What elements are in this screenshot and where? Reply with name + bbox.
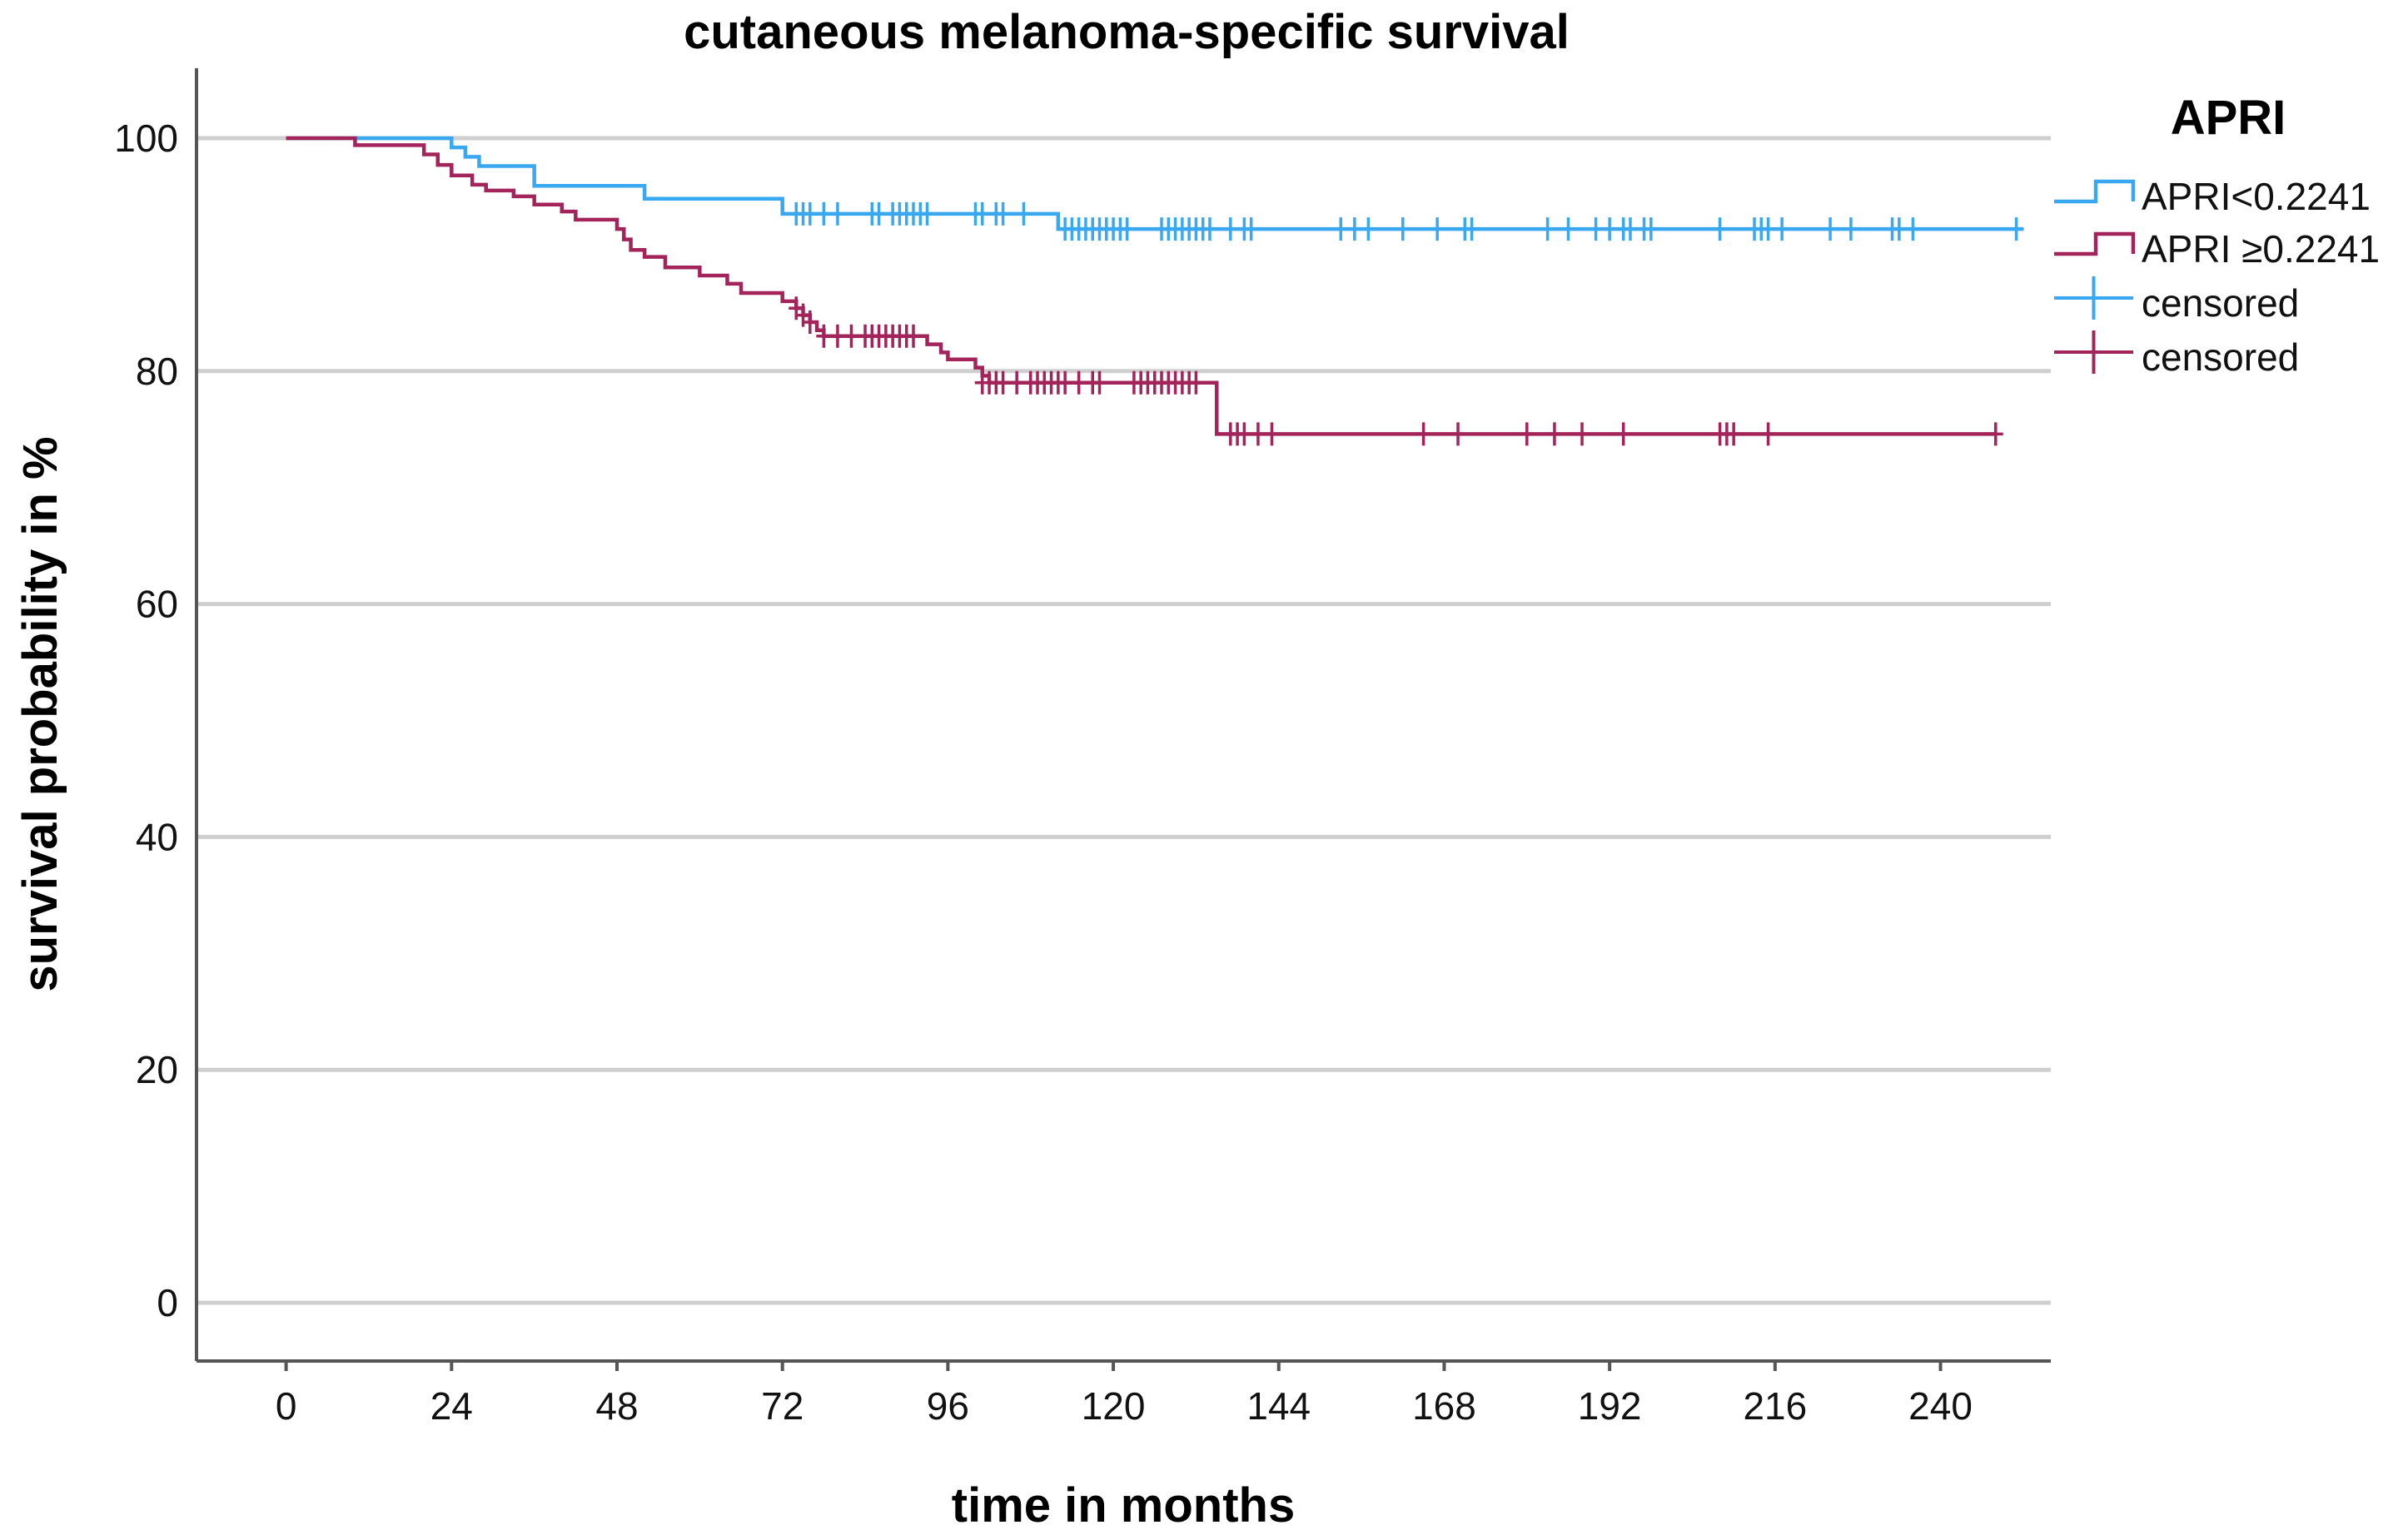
- censor-mark: [2008, 217, 2024, 241]
- series-line-2: [286, 136, 1996, 436]
- censor-mark: [1760, 422, 1776, 446]
- censor-mark: [1016, 201, 1032, 226]
- censor-mark: [1057, 370, 1073, 395]
- censor-mark: [1264, 422, 1280, 446]
- legend-title: APRI: [2171, 91, 2286, 145]
- censor-mark: [995, 201, 1011, 226]
- series-line-1: [286, 136, 2023, 231]
- censor-mark: [1615, 422, 1631, 446]
- legend-label: APRI ≥0.2241: [2142, 227, 2380, 271]
- censor-mark: [871, 201, 887, 226]
- censor-mark: [1464, 217, 1480, 241]
- x-tick-label: 240: [1908, 1384, 1973, 1428]
- censor-mark: [1361, 217, 1376, 241]
- censor-mark: [1546, 422, 1562, 446]
- axes: [195, 68, 2051, 1363]
- x-tick-label: 144: [1246, 1384, 1311, 1428]
- grid-lines: [197, 136, 2051, 1305]
- x-tick-label: 24: [430, 1384, 473, 1428]
- censor-mark: [1726, 422, 1742, 446]
- censor-mark: [1415, 422, 1431, 446]
- censor-mark: [1823, 217, 1838, 241]
- censor-mark: [1519, 422, 1535, 446]
- x-tick-label: 72: [761, 1384, 803, 1428]
- censor-mark: [1774, 217, 1790, 241]
- censor-mark: [1540, 217, 1555, 241]
- censor-mark: [802, 310, 818, 335]
- x-tick-label: 0: [276, 1384, 297, 1428]
- censor-mark: [843, 324, 859, 348]
- censor-mark: [1119, 217, 1135, 241]
- legend-label: censored: [2142, 281, 2299, 325]
- censor-mark: [1560, 217, 1576, 241]
- censor-mark: [995, 370, 1011, 395]
- censor-mark: [1891, 217, 1907, 241]
- x-tick-label: 96: [927, 1384, 969, 1428]
- legend-censor-swatch: [2054, 330, 2133, 374]
- y-tick-labels: 0 20 40 60 80 100: [114, 117, 178, 1324]
- x-tick-label: 120: [1082, 1384, 1146, 1428]
- censor-mark: [1988, 422, 2003, 446]
- censor-mark: [1071, 370, 1087, 395]
- x-tick-labels: 0 24 48 72 96 120 144 168 192 216 240: [276, 1361, 1973, 1428]
- censor-mark: [1575, 422, 1590, 446]
- censor-mark: [1712, 217, 1728, 241]
- censor-mark: [1602, 217, 1618, 241]
- legend-step-swatch: [2054, 231, 2136, 256]
- censor-mark: [1622, 217, 1638, 241]
- censor-mark: [919, 201, 935, 226]
- legend-step-swatch: [2054, 179, 2136, 204]
- y-tick-label: 60: [136, 583, 178, 626]
- censor-mark: [1333, 217, 1349, 241]
- censor-mark: [1250, 422, 1266, 446]
- censor-mark: [1905, 217, 1921, 241]
- x-tick-label: 192: [1578, 1384, 1642, 1428]
- x-tick-label: 216: [1743, 1384, 1807, 1428]
- censor-mark: [974, 201, 990, 226]
- censor-mark: [1430, 217, 1445, 241]
- censor-mark: [1202, 217, 1217, 241]
- legend-label: APRI<0.2241: [2142, 175, 2371, 218]
- y-tick-label: 0: [157, 1281, 178, 1324]
- censor-mark: [1092, 370, 1107, 395]
- censor-mark: [1588, 217, 1604, 241]
- censor-mark: [1222, 217, 1238, 241]
- y-tick-label: 80: [136, 350, 178, 393]
- chart-title: cutaneous melanoma-specific survival: [684, 5, 1570, 59]
- censor-mark: [1346, 217, 1362, 241]
- censor-mark: [1236, 422, 1252, 446]
- censor-mark: [1009, 370, 1025, 395]
- censor-mark: [1188, 370, 1204, 395]
- censor-mark: [816, 201, 832, 226]
- censor-mark: [1643, 217, 1659, 241]
- legend-label: censored: [2142, 335, 2299, 379]
- y-tick-label: 100: [114, 117, 178, 160]
- series-lines: [286, 136, 2023, 436]
- censor-mark: [816, 324, 832, 348]
- legend-censor-swatch: [2054, 276, 2133, 320]
- y-tick-label: 20: [136, 1048, 178, 1091]
- censor-mark: [906, 324, 921, 348]
- x-tick-label: 48: [595, 1384, 638, 1428]
- legend: APRI APRI<0.2241 APRI ≥0.2241 censored cens…: [2054, 91, 2380, 379]
- censor-mark: [1450, 422, 1466, 446]
- censor-mark: [829, 324, 845, 348]
- censor-mark: [1843, 217, 1858, 241]
- y-tick-label: 40: [136, 815, 178, 858]
- censor-mark: [1395, 217, 1410, 241]
- y-axis-title: survival probability in %: [13, 436, 67, 991]
- censor-mark: [829, 201, 845, 226]
- censor-mark: [1243, 217, 1259, 241]
- censor-marks: [789, 201, 2024, 446]
- censor-mark: [802, 201, 818, 226]
- censor-mark: [1760, 217, 1776, 241]
- x-axis-title: time in months: [952, 1478, 1295, 1533]
- x-tick-label: 168: [1412, 1384, 1476, 1428]
